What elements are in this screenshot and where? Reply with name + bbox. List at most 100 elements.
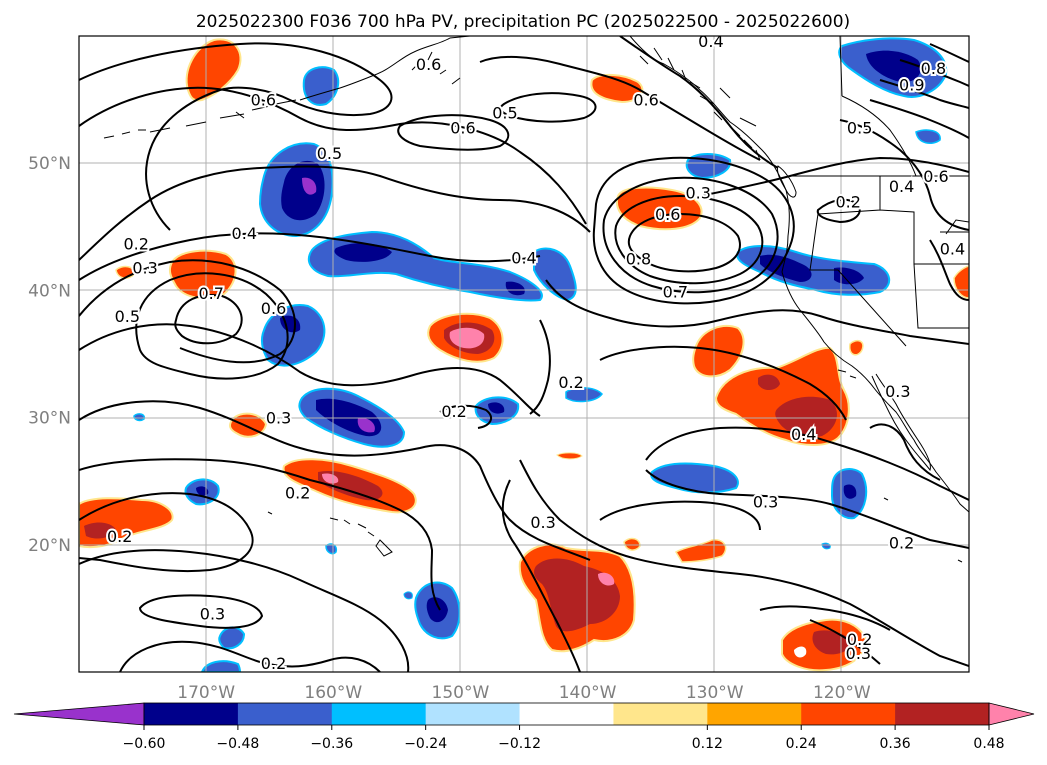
pv-contour: [545, 279, 969, 345]
pv-contour: [79, 42, 393, 231]
pv-contour: [619, 36, 779, 169]
pv-contour: [599, 500, 761, 531]
lon-tick-label: 130°W: [686, 683, 744, 703]
pv-contour: [501, 479, 581, 672]
contour-label: 0.7: [199, 284, 224, 303]
precip-area: [760, 254, 812, 282]
pv-contour: [79, 259, 296, 364]
precip-area: [84, 522, 116, 539]
lat-tick-label: 20°N: [28, 536, 71, 556]
baja-california: [871, 373, 931, 472]
pv-contour: [79, 492, 254, 573]
colorbar-tick-label: −0.24: [404, 736, 447, 752]
colorbar-segment: [237, 703, 333, 725]
colorbar-segment: [707, 703, 802, 725]
contour-label: 0.4: [698, 32, 723, 51]
colorbar-segment: [144, 703, 239, 725]
lon-tick-label: 150°W: [432, 683, 490, 703]
colorbar-tick-label: 0.24: [786, 736, 817, 752]
hawaii-islands: [267, 511, 393, 557]
colorbar-tick-label: −0.48: [216, 736, 259, 752]
precip-area: [449, 327, 485, 349]
precip-area: [325, 543, 338, 555]
lon-tick-label: 160°W: [304, 683, 362, 703]
precip-area: [403, 591, 413, 600]
precip-area: [843, 484, 857, 499]
us-west-coast: [781, 271, 969, 513]
colorbar-tick-label: 0.12: [692, 736, 723, 752]
contour-label: 0.4: [232, 224, 257, 243]
pv-contour: [602, 176, 779, 294]
lon-tick-label: 170°W: [177, 683, 235, 703]
pv-contour: [174, 294, 243, 345]
precip-area: [685, 153, 732, 180]
contour-label: 0.6: [450, 119, 475, 138]
contour-label: 0.2: [285, 484, 310, 503]
contour-label: 0.3: [685, 183, 710, 202]
precip-area: [598, 572, 615, 586]
pv-contour: [138, 594, 264, 629]
contour-label: 0.6: [251, 91, 276, 110]
pv-contour: [135, 272, 289, 380]
contour-label: 0.8: [921, 59, 946, 78]
map-content: 0.60.50.60.60.50.40.20.30.70.5 0.60.40.60…: [79, 32, 969, 672]
precip-positive-anomalies: [79, 38, 969, 672]
pv-contour: [599, 345, 847, 421]
pv-contour: [79, 458, 441, 611]
contour-label: 0.5: [847, 119, 872, 138]
lat-tick-label: 30°N: [28, 409, 71, 429]
pv-contour: [699, 156, 969, 197]
precip-area: [915, 129, 941, 145]
map-frame: [78, 35, 970, 673]
precip-area: [565, 387, 603, 403]
pv-contour: [929, 239, 969, 301]
precip-area: [302, 66, 340, 106]
precip-area: [849, 339, 864, 356]
pv-contour: [759, 605, 891, 631]
pv-contours: [79, 36, 969, 672]
precip-area: [505, 281, 525, 296]
channel-islands: [837, 369, 857, 379]
pv-contour: [439, 404, 493, 429]
pv-contour: [929, 43, 969, 63]
pv-contour: [519, 459, 969, 667]
contour-label: 0.8: [626, 250, 651, 269]
pv-contour: [627, 212, 741, 273]
colorbar-segment: [801, 703, 896, 725]
pv-contour: [79, 323, 541, 417]
contour-label: 0.9: [899, 75, 924, 94]
pv-contour: [869, 423, 941, 481]
pv-contour: [869, 99, 969, 139]
colorbar-segment: [613, 703, 708, 725]
lon-tick-label: 120°W: [813, 683, 871, 703]
pv-contour: [119, 640, 381, 672]
precip-area: [426, 597, 448, 623]
colorbar-outline: [143, 702, 990, 726]
contour-label: 0.5: [317, 144, 342, 163]
precip-area: [556, 452, 583, 460]
contour-label: 0.3: [753, 493, 778, 512]
revillagigedo: [883, 497, 963, 563]
contour-label: 0.3: [846, 644, 871, 663]
pv-contour: [79, 232, 541, 281]
precip-area: [302, 177, 317, 195]
pv-contour: [397, 114, 510, 151]
contour-label: 0.2: [441, 402, 466, 421]
colorbar-segment: [331, 703, 427, 725]
pv-contour: [645, 426, 969, 501]
se-alaska-bc-coast: [629, 36, 790, 273]
colorbar-extend-high: [988, 702, 1035, 726]
pv-contour: [645, 469, 969, 549]
colorbar-tick-label: −0.12: [498, 736, 541, 752]
colorbar-segment: [425, 703, 521, 725]
precip-area: [821, 542, 831, 550]
pv-contour: [592, 156, 795, 305]
contour-label: 0.7: [663, 283, 688, 302]
precip-area: [196, 486, 209, 496]
precip-area: [322, 473, 339, 484]
colorbar-tick-label: −0.36: [310, 736, 353, 752]
precip-area: [590, 74, 644, 104]
pv-contour: [79, 165, 591, 261]
longitude-labels: 170°W 160°W 150°W 140°W 130°W 120°W: [177, 683, 871, 703]
